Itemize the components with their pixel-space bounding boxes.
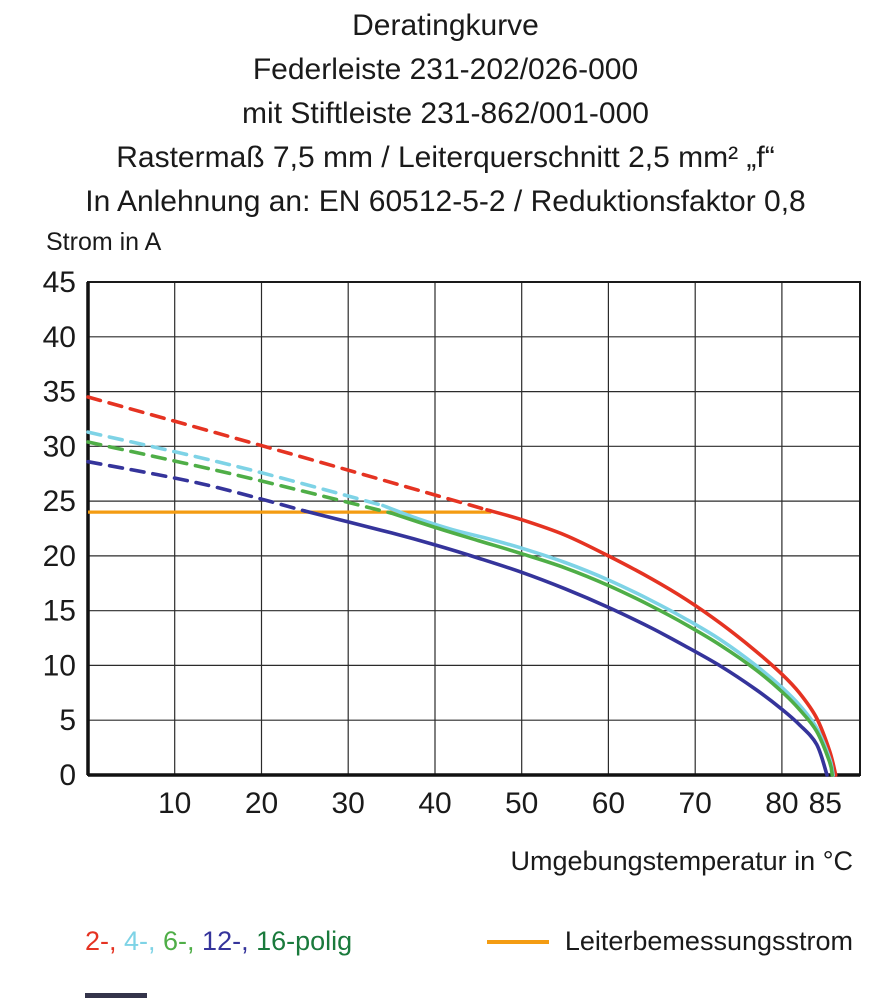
title-line-4: Rastermaß 7,5 mm / Leiterquerschnitt 2,5… (116, 141, 775, 174)
svg-text:5: 5 (59, 704, 76, 737)
svg-text:0: 0 (59, 759, 76, 792)
svg-text:20: 20 (43, 540, 76, 573)
pole-legend-item: 16-polig (256, 926, 353, 956)
svg-text:30: 30 (43, 430, 76, 463)
rated-current-line-swatch (486, 939, 549, 944)
svg-text:60: 60 (592, 787, 625, 820)
svg-text:20: 20 (245, 787, 278, 820)
legend-row: 2-, 4-, 6-, 12-, 16-polig Leiterbemessun… (85, 926, 853, 957)
derating-chart: 0 5 10 15 20 25 30 35 40 45 10 20 30 40 50 60 70 80 85 (43, 266, 861, 820)
rated-current-label: Leiterbemessungsstrom (564, 926, 853, 956)
title-line-3: mit Stiftleiste 231-862/001-000 (242, 97, 649, 130)
svg-text:40: 40 (418, 787, 451, 820)
svg-text:70: 70 (679, 787, 712, 820)
title-line-5: In Anlehnung an: EN 60512-5-2 / Reduktio… (85, 185, 806, 218)
pole-legend-item: 6-, (163, 926, 203, 956)
svg-text:15: 15 (43, 595, 76, 628)
svg-text:30: 30 (332, 787, 365, 820)
y-axis-title: Strom in A (46, 228, 162, 256)
rated-current-legend: Leiterbemessungsstrom (486, 926, 853, 957)
svg-text:85: 85 (809, 787, 842, 820)
svg-text:35: 35 (43, 376, 76, 409)
svg-text:10: 10 (158, 787, 191, 820)
svg-text:45: 45 (43, 266, 76, 299)
cropped-legend-fragment (85, 993, 147, 998)
svg-text:25: 25 (43, 485, 76, 518)
svg-text:40: 40 (43, 321, 76, 354)
title-line-2: Federleiste 231-202/026-000 (252, 53, 639, 86)
x-axis-title: Umgebungstemperatur in °C (510, 846, 853, 876)
chart-title-block: Deratingkurve Federleiste 231-202/026-00… (0, 4, 891, 224)
pole-count-legend: 2-, 4-, 6-, 12-, 16-polig (85, 926, 352, 957)
svg-text:80: 80 (765, 787, 798, 820)
svg-text:10: 10 (43, 649, 76, 682)
title-line-1: Deratingkurve (352, 9, 539, 42)
pole-legend-item: 12-, (202, 926, 257, 956)
svg-text:50: 50 (505, 787, 538, 820)
pole-legend-item: 2-, (85, 926, 125, 956)
pole-legend-item: 4-, (124, 926, 164, 956)
